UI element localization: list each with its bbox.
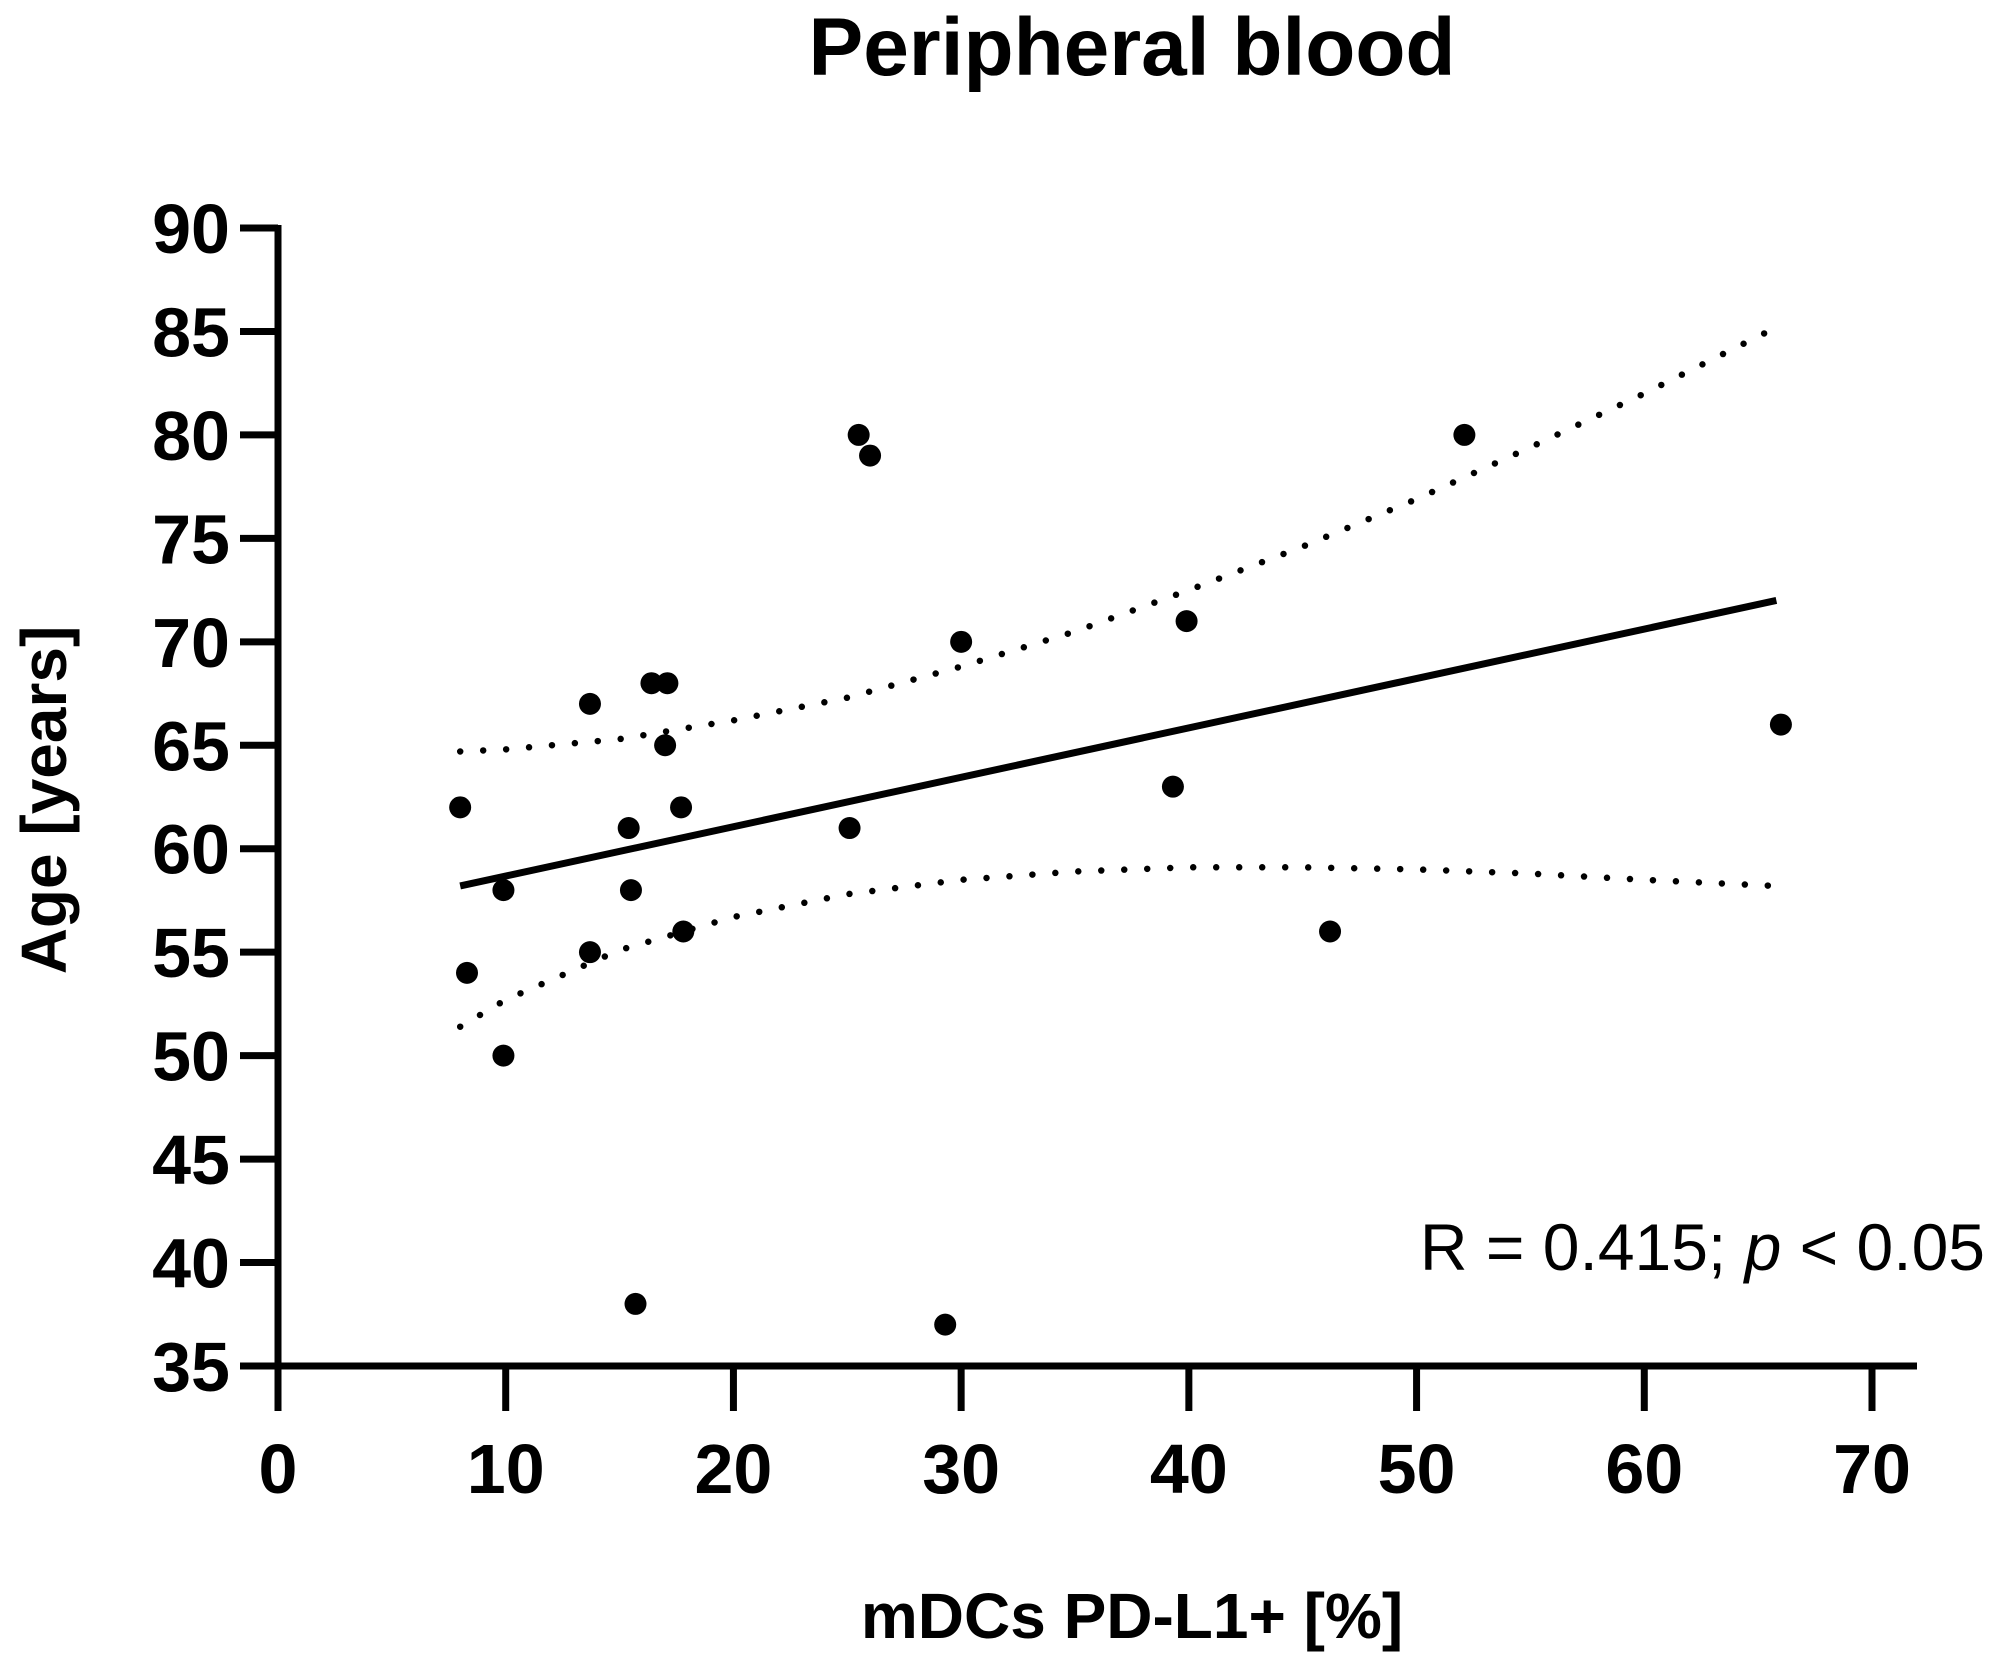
- data-point: [578, 692, 601, 715]
- r-value-text: R = 0.415;: [1420, 1210, 1745, 1284]
- data-point: [847, 423, 870, 446]
- y-tick-label: 35: [152, 1328, 230, 1406]
- x-axis-ticks: 0 10 20 30 40 50 60 70: [259, 1366, 1911, 1508]
- y-tick-label: 65: [152, 707, 230, 785]
- x-tick-label: 20: [694, 1430, 772, 1508]
- x-tick-label: 70: [1833, 1430, 1911, 1508]
- y-tick-label: 85: [152, 293, 230, 371]
- data-point: [492, 1044, 515, 1067]
- data-point: [654, 734, 677, 757]
- data-point: [672, 920, 695, 943]
- data-point: [619, 879, 642, 902]
- x-tick-label: 10: [467, 1430, 545, 1508]
- y-tick-label: 75: [152, 500, 230, 578]
- x-tick-label: 50: [1378, 1430, 1456, 1508]
- y-tick-label: 60: [152, 811, 230, 889]
- confidence-band-upper: [456, 324, 1780, 755]
- data-point: [578, 941, 601, 964]
- y-axis-label: Age [years]: [8, 626, 80, 975]
- data-point: [617, 817, 640, 840]
- data-point: [1453, 423, 1476, 446]
- x-tick-label: 40: [1150, 1430, 1228, 1508]
- x-tick-label: 0: [259, 1430, 298, 1508]
- y-tick-label: 90: [152, 190, 230, 268]
- y-tick-label: 80: [152, 397, 230, 475]
- data-point: [656, 672, 679, 695]
- data-point: [1769, 713, 1792, 736]
- data-point: [624, 1292, 647, 1315]
- data-point: [1175, 610, 1198, 633]
- data-point: [950, 630, 973, 653]
- data-points: [449, 423, 1792, 1336]
- data-point: [838, 817, 861, 840]
- y-tick-label: 45: [152, 1121, 230, 1199]
- regression-line: [459, 597, 1778, 890]
- x-axis-label: mDCs PD-L1+ [%]: [861, 1580, 1403, 1652]
- data-point: [1161, 775, 1184, 798]
- data-point: [640, 672, 663, 695]
- p-symbol: p: [1743, 1210, 1782, 1284]
- y-tick-label: 70: [152, 604, 230, 682]
- data-point: [859, 444, 882, 467]
- confidence-band-lower: [456, 864, 1780, 1030]
- p-value-text: < 0.05: [1781, 1210, 1985, 1284]
- chart-title: Peripheral blood: [809, 2, 1456, 93]
- x-tick-label: 30: [922, 1430, 1000, 1508]
- data-point: [934, 1313, 957, 1336]
- x-tick-label: 60: [1605, 1430, 1683, 1508]
- y-tick-label: 55: [152, 914, 230, 992]
- confidence-band: [456, 324, 1780, 1030]
- correlation-annotation: R = 0.415; p < 0.05: [1420, 1210, 1985, 1284]
- data-point: [670, 796, 693, 819]
- data-point: [1319, 920, 1342, 943]
- y-axis-ticks: 35 40 45 50 55 60 65 70 75 80 85 90: [152, 190, 278, 1406]
- y-tick-label: 50: [152, 1018, 230, 1096]
- data-point: [449, 796, 472, 819]
- y-tick-label: 40: [152, 1225, 230, 1303]
- data-point: [492, 879, 515, 902]
- data-point: [456, 961, 479, 984]
